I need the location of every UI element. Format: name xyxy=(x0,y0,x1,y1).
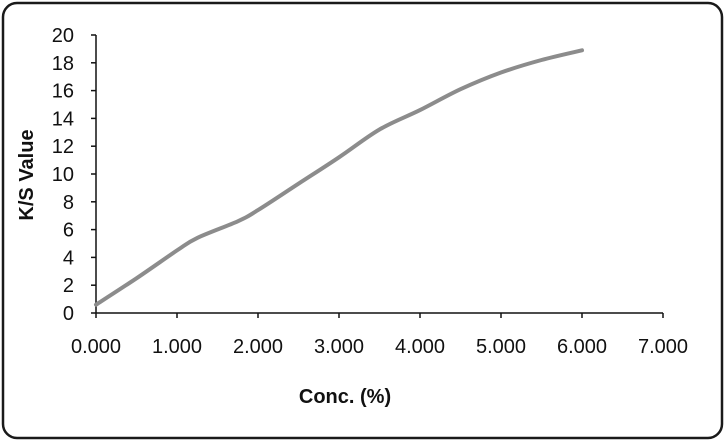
y-tick-label: 6 xyxy=(63,220,74,242)
x-axis-title: Conc. (%) xyxy=(299,386,391,408)
series-line xyxy=(94,48,584,307)
x-tick-label: 5.000 xyxy=(476,336,526,358)
x-tick-label: 6.000 xyxy=(557,336,607,358)
y-tick-label: 16 xyxy=(52,81,74,103)
x-tick-label: 1.000 xyxy=(152,336,202,358)
y-tick-label: 14 xyxy=(52,108,74,130)
x-tick-label: 7.000 xyxy=(638,336,688,358)
y-tick-label: 18 xyxy=(52,53,74,75)
y-tick-label: 20 xyxy=(52,25,74,47)
y-tick-label: 10 xyxy=(52,164,74,186)
y-tick-label: 12 xyxy=(52,136,74,158)
y-ticks: 0 2 4 6 8 10 12 14 16 18 20 xyxy=(52,25,96,325)
x-tick-label: 4.000 xyxy=(395,336,445,358)
y-tick-label: 4 xyxy=(63,247,74,269)
y-tick-label: 2 xyxy=(63,275,74,297)
x-tick-label: 3.000 xyxy=(314,336,364,358)
x-tick-label: 0.000 xyxy=(71,336,121,358)
y-axis-title: K/S Value xyxy=(16,129,38,220)
y-tick-label: 8 xyxy=(63,192,74,214)
x-tick-label: 2.000 xyxy=(233,336,283,358)
series-layer xyxy=(94,48,584,307)
x-ticks: 0.000 1.000 2.000 3.000 4.000 5.000 6.000 7.000 xyxy=(71,313,688,358)
y-tick-label: 0 xyxy=(63,303,74,325)
